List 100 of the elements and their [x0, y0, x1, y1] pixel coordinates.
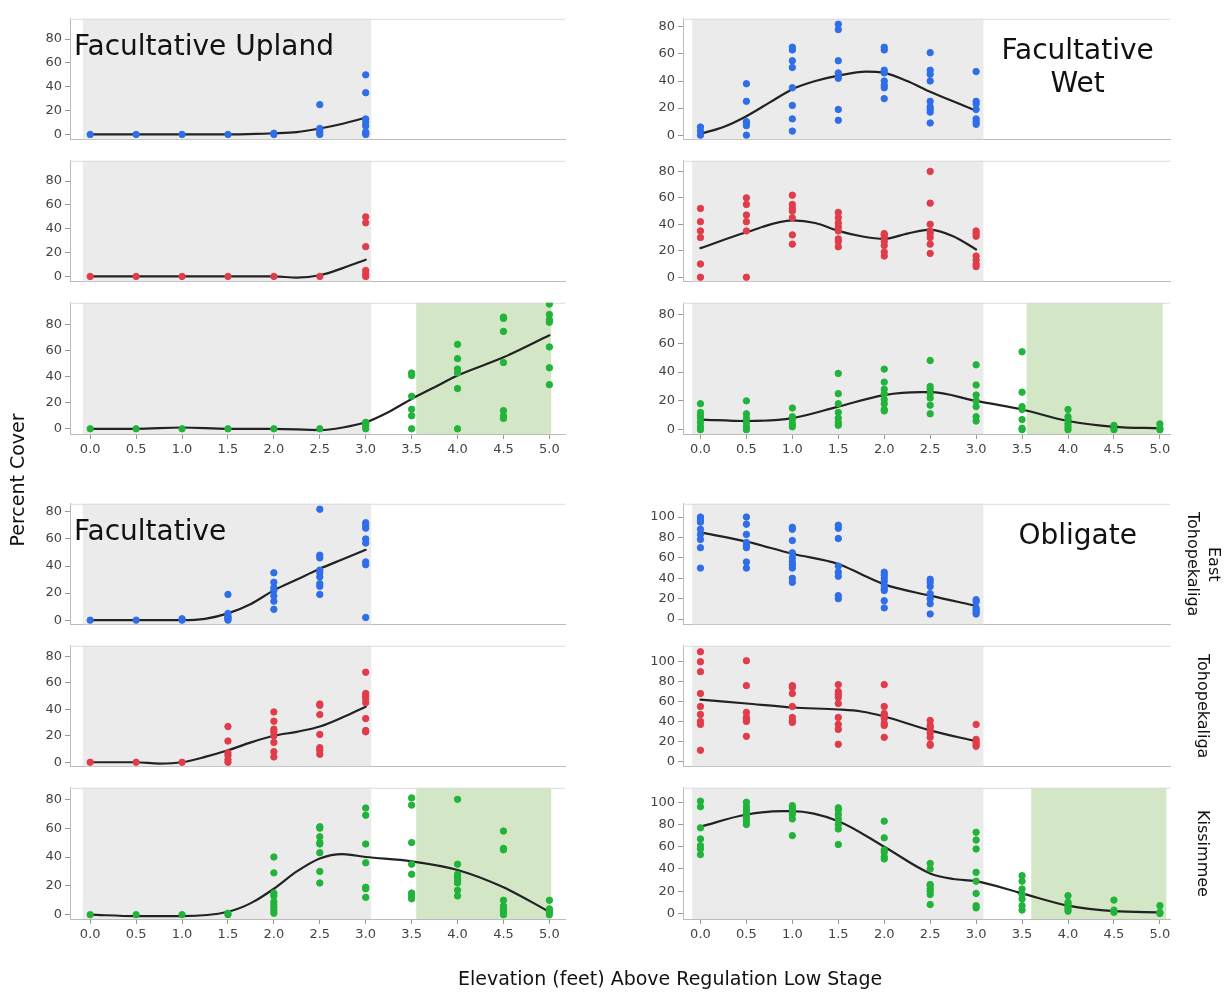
x-tick-label: 3.0: [355, 926, 377, 942]
x-tick-label: 0.0: [690, 926, 711, 942]
y-tick-label: 80: [45, 647, 62, 663]
x-tick-label: 5.0: [1149, 926, 1171, 942]
x-tick-label: 4.0: [447, 441, 468, 457]
y-tick-label: 80: [658, 815, 675, 831]
x-tick-label: 5.0: [1149, 441, 1171, 457]
y-tick-label: 0: [53, 267, 62, 283]
y-tick-label: 20: [45, 394, 62, 410]
y-tick-label: 60: [45, 819, 62, 835]
x-tick-label: 1.0: [171, 441, 193, 457]
y-tick-label: 80: [45, 316, 62, 332]
y-tick-label: 0: [666, 752, 675, 768]
y-tick-label: 40: [45, 848, 62, 864]
x-tick-label: 1.5: [217, 441, 239, 457]
x-tick-label: 0.0: [79, 926, 101, 942]
x-tick-label: 4.5: [493, 926, 514, 942]
y-tick-label: 40: [658, 363, 675, 379]
y-tick-label: 0: [666, 421, 675, 437]
y-tick-label: 0: [53, 420, 62, 436]
text: Tohopekaliga: [1193, 652, 1214, 761]
x-tick-label: 0.5: [125, 441, 147, 457]
y-tick-label: 80: [658, 162, 675, 178]
y-tick-label: 60: [658, 692, 675, 708]
chart-title: Facultative: [74, 513, 227, 548]
x-tick-label: 3.0: [965, 926, 987, 942]
y-tick-label: 60: [45, 674, 62, 690]
y-tick-label: 80: [45, 172, 62, 188]
x-tick-label: 0.5: [736, 441, 757, 457]
x-tick-label: 1.0: [171, 926, 193, 942]
y-tick-label: 0: [53, 906, 62, 922]
y-tick-label: 60: [658, 45, 675, 61]
y-tick-label: 20: [45, 584, 62, 600]
text: Facultative Wet: [1000, 32, 1155, 100]
x-tick-label: 2.5: [919, 926, 941, 942]
y-tick-label: 0: [666, 126, 675, 142]
y-tick-label: 20: [45, 727, 62, 743]
y-tick-label: 80: [45, 503, 62, 519]
x-tick-label: 4.0: [447, 926, 468, 942]
y-tick-label: 60: [45, 530, 62, 546]
y-tick-label: 80: [45, 30, 62, 46]
y-tick-label: 40: [45, 78, 62, 94]
chart-title: Facultative Upland: [74, 28, 334, 63]
x-tick-label: 2.0: [873, 926, 895, 942]
y-tick-label: 0: [53, 753, 62, 769]
y-tick-label: 60: [658, 189, 675, 205]
y-tick-label: 40: [658, 72, 675, 88]
y-tick-label: 20: [658, 590, 675, 606]
y-tick-label: 60: [45, 196, 62, 212]
x-tick-label: 3.0: [965, 441, 987, 457]
y-tick-label: 60: [45, 342, 62, 358]
y-tick-label: 40: [45, 557, 62, 573]
text: Kissimmee: [1193, 808, 1214, 899]
y-tick-label: 0: [666, 904, 675, 920]
x-tick-label: 4.5: [1103, 441, 1125, 457]
y-tick-label: 40: [658, 215, 675, 231]
y-tick-label: 80: [658, 528, 675, 544]
y-tick-label: 0: [666, 268, 675, 284]
y-tick-label: 20: [45, 877, 62, 893]
y-tick-label: 60: [658, 334, 675, 350]
y-tick-label: 60: [658, 549, 675, 565]
x-tick-label: 2.5: [309, 926, 331, 942]
y-tick-label: 0: [53, 125, 62, 141]
x-tick-label: 1.5: [217, 926, 239, 942]
y-tick-label: 20: [658, 732, 675, 748]
x-tick-label: 3.0: [355, 441, 377, 457]
y-tick-label: 80: [658, 673, 675, 688]
y-tick-label: 40: [658, 860, 675, 876]
x-tick-label: 3.5: [401, 926, 422, 942]
y-tick-label: 20: [658, 242, 675, 258]
x-tick-label: 2.0: [263, 441, 285, 457]
x-tick-label: 3.5: [1011, 926, 1033, 942]
x-tick-label: 4.5: [1103, 926, 1125, 942]
x-tick-label: 1.5: [827, 926, 849, 942]
y-tick-label: 100: [650, 508, 675, 524]
x-axis-title: Elevation (feet) Above Regulation Low Stage: [458, 967, 883, 989]
y-tick-label: 80: [658, 305, 675, 321]
y-tick-label: 0: [666, 610, 675, 626]
x-tick-label: 4.0: [1057, 926, 1079, 942]
y-tick-label: 20: [658, 882, 675, 898]
x-tick-label: 1.0: [782, 926, 803, 942]
x-tick-label: 0.0: [690, 441, 711, 457]
x-tick-label: 3.5: [1011, 441, 1033, 457]
y-tick-label: 20: [658, 99, 675, 115]
y-tick-label: 100: [650, 653, 675, 669]
y-tick-label: 60: [45, 54, 62, 70]
y-tick-label: 0: [53, 611, 62, 627]
text: East Tohopekaliga: [1182, 510, 1224, 619]
y-tick-label: 40: [658, 712, 675, 728]
y-tick-label: 40: [45, 220, 62, 236]
y-axis-title: Percent Cover: [5, 413, 28, 547]
text: Obligate: [1017, 517, 1138, 552]
x-tick-label: 4.5: [493, 441, 514, 457]
x-tick-label: 4.0: [1057, 441, 1079, 457]
y-tick-label: 20: [45, 243, 62, 259]
x-tick-label: 1.0: [782, 441, 803, 457]
x-tick-label: 0.0: [79, 441, 101, 457]
x-tick-label: 2.5: [309, 441, 331, 457]
y-tick-label: 80: [658, 18, 675, 34]
x-tick-label: 1.5: [827, 441, 849, 457]
